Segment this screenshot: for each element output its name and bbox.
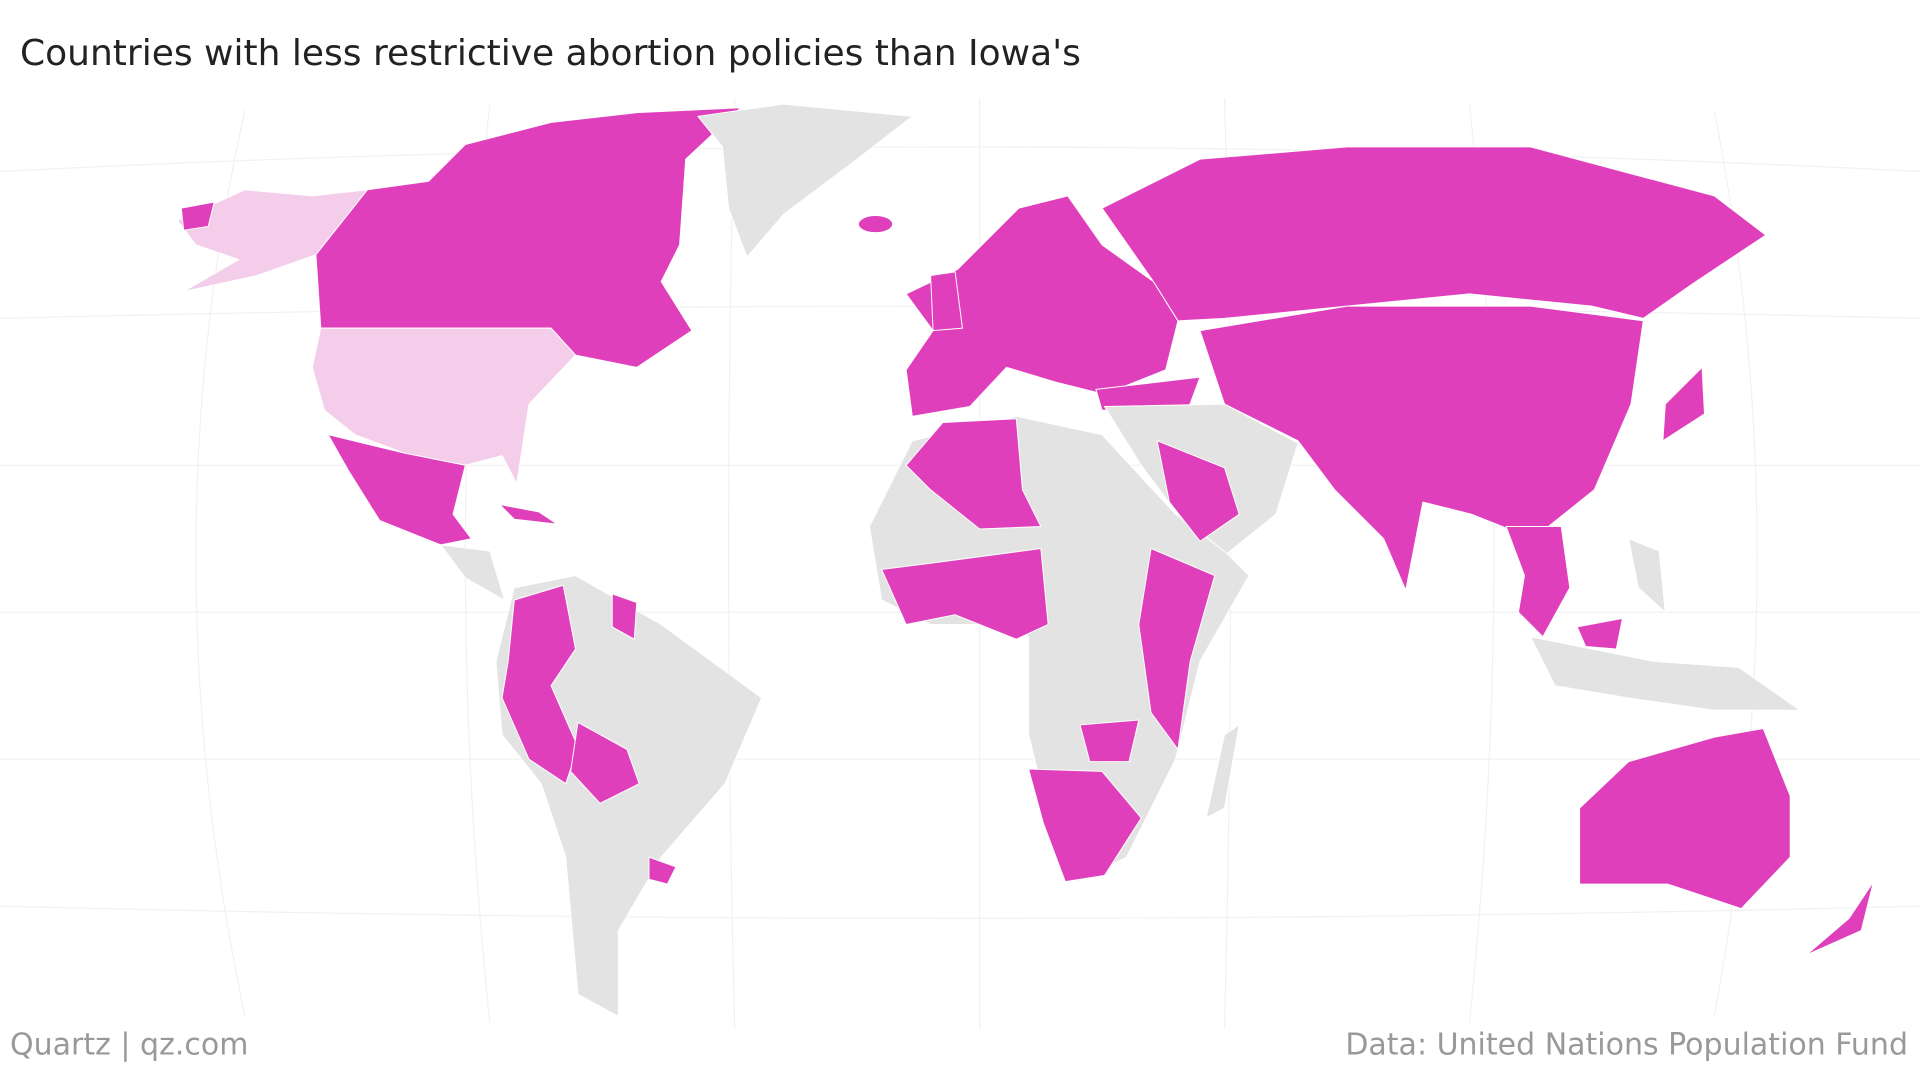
central-america — [439, 544, 506, 602]
iceland — [857, 215, 894, 234]
south-america — [495, 574, 763, 1018]
greenland — [697, 103, 914, 259]
russia — [1101, 146, 1767, 322]
guyana — [611, 593, 638, 640]
credit: Quartz | qz.com — [10, 1028, 248, 1063]
east-africa — [1138, 547, 1216, 751]
source: Data: United Nations Population Fund — [1345, 1028, 1908, 1063]
japan — [1662, 366, 1706, 442]
southern-africa — [1027, 768, 1142, 883]
usa — [311, 327, 577, 486]
north-africa — [905, 418, 1042, 530]
madagascar — [1205, 723, 1240, 819]
australia — [1579, 728, 1791, 910]
britain — [930, 271, 964, 332]
europe — [905, 195, 1179, 417]
mexico — [327, 433, 473, 546]
zambia — [1079, 719, 1140, 763]
bolivia — [570, 721, 640, 804]
west-africa — [880, 548, 1049, 640]
graticule-line — [0, 146, 1920, 173]
aleutian — [180, 201, 215, 231]
malaysia — [1576, 617, 1624, 650]
indonesia — [1529, 636, 1802, 711]
graticule-line — [0, 905, 1920, 919]
world-map — [0, 97, 1920, 1029]
philippines — [1627, 537, 1666, 614]
southeast-asia — [1505, 526, 1571, 638]
uruguay — [648, 856, 677, 885]
alaska — [176, 189, 369, 292]
cuba — [498, 503, 558, 525]
saudi-arabia — [1156, 440, 1240, 542]
title: Countries with less restrictive abortion… — [20, 33, 1081, 74]
new-zealand — [1805, 881, 1874, 956]
graticule-line — [727, 97, 736, 1029]
asia — [1199, 305, 1644, 592]
